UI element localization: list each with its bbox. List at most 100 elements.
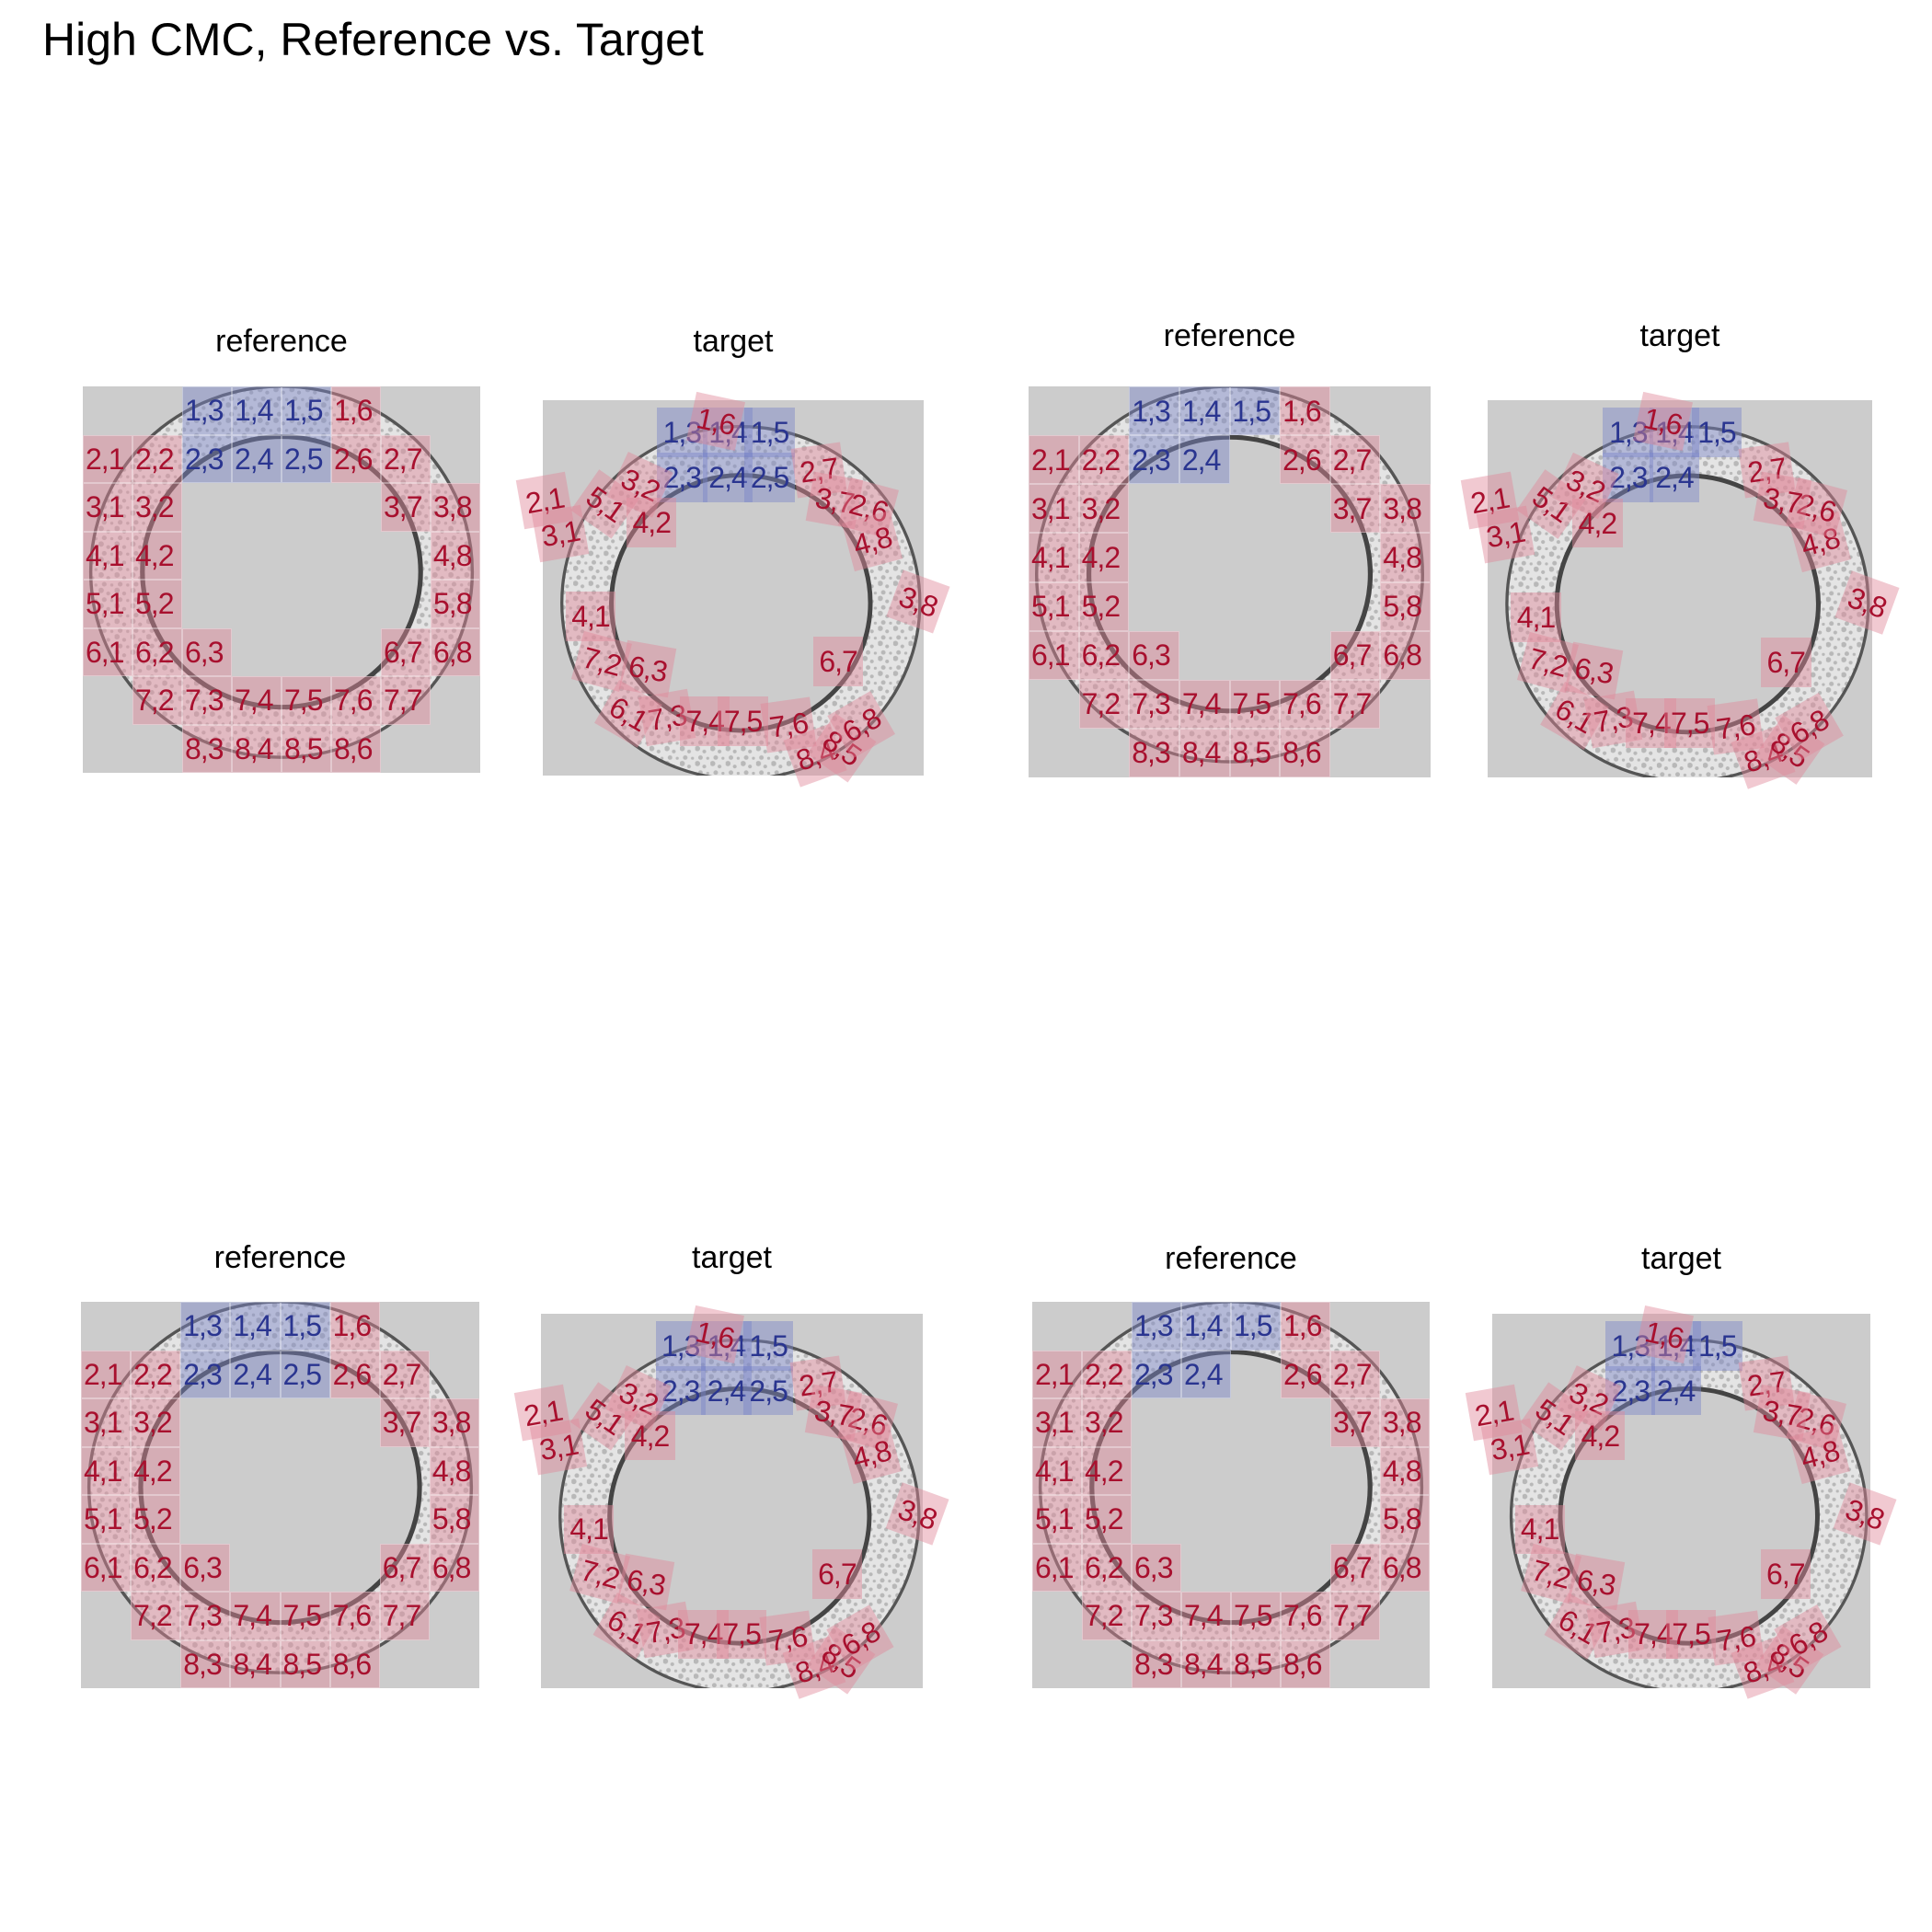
cell-label: 6,2 xyxy=(135,635,174,669)
page-title: High CMC, Reference vs. Target xyxy=(42,14,704,65)
cell-label: 2,4 xyxy=(233,1357,271,1391)
cell-label: 3,7 xyxy=(1332,491,1372,525)
nonmatching-cell: 6,2 xyxy=(1082,1543,1132,1592)
cell-label: 7,2 xyxy=(1524,641,1570,684)
cell-label: 4,1 xyxy=(1035,1454,1074,1488)
nonmatching-cell: 2,6 xyxy=(1281,1350,1330,1398)
nonmatching-cell: 3,1 xyxy=(83,483,132,532)
nonmatching-cell: 2,1 xyxy=(1029,435,1079,485)
cell-label: 1,5 xyxy=(1697,416,1736,450)
nonmatching-cell: 7,6 xyxy=(1281,1592,1330,1640)
cell-label: 6,8 xyxy=(834,1614,885,1662)
matching-cell: 2,3 xyxy=(655,1365,706,1416)
nonmatching-cell: 1,6 xyxy=(1280,386,1330,436)
nonmatching-cell: 6,1 xyxy=(83,627,132,676)
cell-label: 7,2 xyxy=(135,684,174,718)
matching-cell: 2,3 xyxy=(1129,435,1179,485)
cell-label: 2,1 xyxy=(1031,443,1070,477)
cell-label: 7,5 xyxy=(282,1599,322,1633)
nonmatching-cell: 3,7 xyxy=(1753,471,1811,530)
cell-label: 7,6 xyxy=(1283,1599,1322,1633)
cell-label: 7,2 xyxy=(1081,687,1121,721)
target-panel-4: target 1,3 1,4 1,5 1,6 2,3 2,4 2,1 3,1 5,1 3,2 4,2 2… xyxy=(1466,1241,1897,1700)
cell-label: 2,2 xyxy=(133,1357,172,1391)
nonmatching-cell: 2,7 xyxy=(379,1350,430,1398)
nonmatching-cell: 6,2 xyxy=(1078,630,1130,680)
cell-label: 8,3 xyxy=(185,731,224,765)
nonmatching-cell: 7,5 xyxy=(280,1592,330,1640)
cell-label: 7,4 xyxy=(1181,687,1221,721)
nonmatching-cell: 6,8 xyxy=(1380,630,1431,680)
cell-label: 6,3 xyxy=(624,1561,668,1602)
cell-label: 7,7 xyxy=(384,684,422,718)
nonmatching-cell: 2,1 xyxy=(81,1350,132,1398)
cell-label: 3,1 xyxy=(84,1406,122,1440)
nonmatching-cell: 5,2 xyxy=(1082,1495,1132,1544)
cell-label: 5,2 xyxy=(135,587,174,621)
cell-label: 4,2 xyxy=(632,505,672,539)
cell-label: 4,2 xyxy=(1581,1419,1620,1453)
cell-label: 2,3 xyxy=(1132,443,1170,477)
nonmatching-cell: 4,2 xyxy=(627,498,677,547)
cell-label: 1,6 xyxy=(334,394,373,428)
matching-cell: 2,4 xyxy=(1650,1365,1701,1416)
nonmatching-cell: 8,3 xyxy=(180,1639,231,1688)
matching-cell: 1,5 xyxy=(1231,1302,1281,1351)
cell-label: 2,3 xyxy=(662,460,702,494)
cell-label: 7,3 xyxy=(1134,1599,1173,1633)
cell-label: 6,7 xyxy=(1766,646,1805,680)
nonmatching-cell: 2,1 xyxy=(83,434,132,483)
cell-label: 7,4 xyxy=(685,705,724,739)
cell-label: 6,7 xyxy=(818,1558,857,1592)
nonmatching-cell: 5,1 xyxy=(1029,581,1079,631)
reference-label: reference xyxy=(1165,1241,1297,1276)
cell-label: 6,3 xyxy=(1134,1550,1173,1584)
matching-cell: 2,4 xyxy=(701,1365,752,1416)
cell-label: 7,5 xyxy=(723,705,763,739)
target-breech-face-scan xyxy=(1509,1338,1869,1688)
cell-label: 4,8 xyxy=(1383,1454,1421,1488)
cell-label: 7,3 xyxy=(183,1599,222,1633)
cell-label: 4,8 xyxy=(848,1433,894,1476)
cell-label: 6,8 xyxy=(433,635,472,669)
nonmatching-cell: 7,5 xyxy=(716,1609,767,1659)
cell-label: 4,1 xyxy=(84,1454,122,1488)
nonmatching-cell: 3,7 xyxy=(379,1398,430,1447)
cell-label: 3,7 xyxy=(1760,1393,1804,1433)
cell-label: 7,2 xyxy=(1528,1553,1574,1595)
nonmatching-cell: 4,2 xyxy=(131,1446,181,1495)
nonmatching-cell: 2,1 xyxy=(1032,1350,1082,1398)
cell-label: 7,4 xyxy=(1632,706,1671,740)
nonmatching-cell: 3,1 xyxy=(1032,1398,1082,1447)
cell-label: 1,5 xyxy=(1698,1328,1737,1363)
cell-label: 6,2 xyxy=(1085,1550,1123,1584)
nonmatching-cell: 1,6 xyxy=(329,1302,380,1351)
cell-label: 1,4 xyxy=(1656,1328,1696,1363)
matching-cell: 2,4 xyxy=(230,1350,281,1398)
cell-label: 7,4 xyxy=(235,684,273,718)
cell-label: 6,3 xyxy=(183,1550,222,1584)
cell-label: 3,2 xyxy=(135,490,174,524)
nonmatching-cell: 6,1 xyxy=(81,1543,132,1592)
cell-label: 7,7 xyxy=(382,1599,421,1633)
cell-label: 3,1 xyxy=(1035,1406,1074,1440)
cell-label: 4,1 xyxy=(1516,601,1556,634)
cell-label: 2,2 xyxy=(1085,1357,1123,1391)
cell-label: 6,7 xyxy=(819,644,857,678)
cell-label: 5,2 xyxy=(1085,1502,1123,1536)
cell-label: 6,8 xyxy=(1383,1550,1421,1584)
cell-label: 2,4 xyxy=(1656,1374,1696,1408)
cell-label: 2,6 xyxy=(332,1357,372,1391)
nonmatching-cell: 3,2 xyxy=(1082,1398,1132,1447)
nonmatching-cell: 7,5 xyxy=(1229,679,1281,729)
cell-label: 6,7 xyxy=(1766,1558,1805,1592)
reference-breech-face-scan xyxy=(1038,1302,1424,1674)
cell-label: 7,5 xyxy=(1232,687,1271,721)
cell-label: 3,2 xyxy=(1085,1406,1123,1440)
cell-label: 7,4 xyxy=(1634,1617,1673,1651)
cell-label: 4,2 xyxy=(630,1419,670,1453)
nonmatching-cell: 2,2 xyxy=(131,1350,181,1398)
cell-label: 4,8 xyxy=(431,1454,471,1488)
target-panel-3: target 1,3 1,4 1,5 1,6 2,3 2,4 2,5 2,1 3,1 5,1 3,2 4… xyxy=(513,1240,949,1700)
cell-label: 1,3 xyxy=(1609,416,1648,450)
